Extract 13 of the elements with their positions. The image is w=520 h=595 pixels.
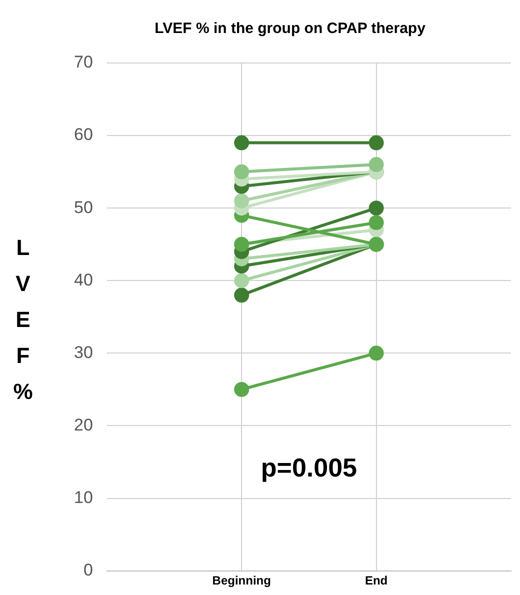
y-tick-label: 50 (74, 198, 93, 217)
annotation: p=0.005 (260, 452, 358, 482)
y-tick-label: 40 (74, 270, 93, 290)
chart-title: LVEF % in the group on CPAP therapy (154, 20, 426, 38)
x-tick-label: End (364, 573, 388, 588)
x-tick-label: Beginning (212, 573, 271, 588)
y-tick-label: 30 (74, 342, 93, 362)
y-tick-label: 60 (74, 125, 93, 144)
y-tick-label: 20 (74, 415, 93, 434)
y-tick-label: 70 (74, 52, 93, 72)
y-tick-label: 10 (74, 488, 93, 507)
y-tick-label: 0 (83, 560, 93, 580)
y-axis-title: LVEF % (12, 234, 34, 406)
